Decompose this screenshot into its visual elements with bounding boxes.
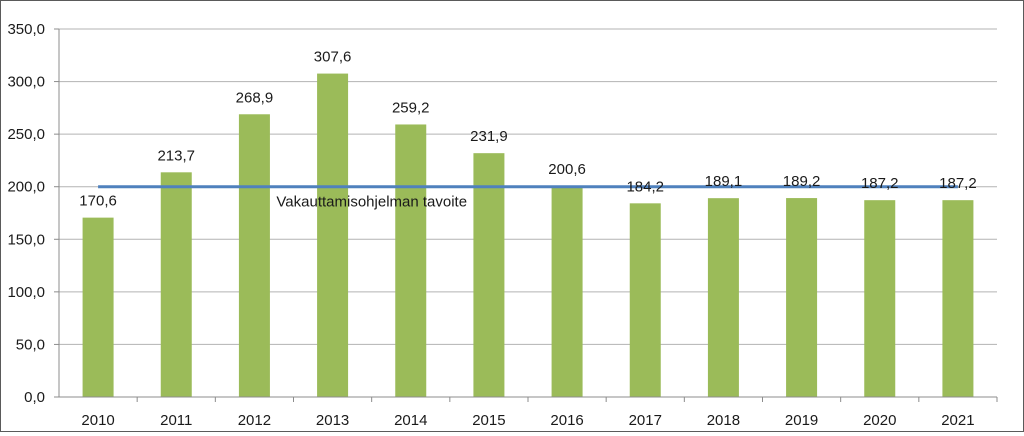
x-tick-label: 2012 <box>238 412 271 429</box>
bar <box>160 172 192 397</box>
data-label: 259,2 <box>392 99 430 116</box>
data-label: 231,9 <box>470 128 508 145</box>
y-axis-tick-labels: 0,0 50,0 100,0 150,0 200,0 250,0 300,0 350,0 <box>7 21 45 406</box>
data-label: 187,2 <box>861 175 899 192</box>
data-label: 307,6 <box>314 49 352 66</box>
data-label: 184,2 <box>626 178 664 195</box>
y-tick-label: 100,0 <box>7 284 45 301</box>
data-label: 189,2 <box>783 173 821 190</box>
bar <box>395 124 427 397</box>
x-tick-label: 2014 <box>394 412 427 429</box>
x-tick-label: 2021 <box>941 412 974 429</box>
bar <box>786 198 818 397</box>
bar <box>629 203 661 397</box>
y-tick-label: 0,0 <box>24 389 45 406</box>
data-label: 189,1 <box>705 173 743 190</box>
bar <box>473 153 505 397</box>
data-labels: 170,6 213,7 268,9 307,6 259,2 231,9 200,6 184,2… <box>79 49 976 210</box>
y-tick-label: 200,0 <box>7 179 45 196</box>
data-label: 170,6 <box>79 193 117 210</box>
x-tick-label: 2018 <box>707 412 740 429</box>
bar <box>82 217 114 397</box>
bar <box>317 73 349 398</box>
data-label: 268,9 <box>236 89 274 106</box>
target-line-group: Vakauttamisohjelman tavoite <box>98 185 958 211</box>
x-tick-label: 2016 <box>550 412 583 429</box>
bar <box>238 114 270 397</box>
x-tick-label: 2010 <box>81 412 114 429</box>
x-axis-tick-labels: 2010 2011 2012 2013 2014 2015 2016 2017 2018 2019… <box>81 412 974 429</box>
x-tick-label: 2015 <box>472 412 505 429</box>
x-tick-label: 2019 <box>785 412 818 429</box>
x-tick-label: 2020 <box>863 412 896 429</box>
gridlines <box>54 28 998 402</box>
y-tick-label: 50,0 <box>16 336 45 353</box>
y-tick-label: 350,0 <box>7 21 45 38</box>
bar <box>942 200 974 397</box>
x-tick-label: 2011 <box>160 412 192 429</box>
x-tick-label: 2013 <box>316 412 349 429</box>
data-label: 200,6 <box>548 161 586 178</box>
x-tick-label: 2017 <box>629 412 662 429</box>
bars <box>82 73 974 398</box>
y-tick-label: 150,0 <box>7 231 45 248</box>
bar <box>707 198 739 397</box>
y-tick-label: 300,0 <box>7 74 45 91</box>
data-label: 187,2 <box>939 175 977 192</box>
target-line-label: Vakauttamisohjelman tavoite <box>276 194 467 211</box>
data-label: 213,7 <box>157 147 195 164</box>
bar <box>864 200 896 397</box>
y-tick-label: 250,0 <box>7 126 45 143</box>
bar <box>551 186 583 397</box>
